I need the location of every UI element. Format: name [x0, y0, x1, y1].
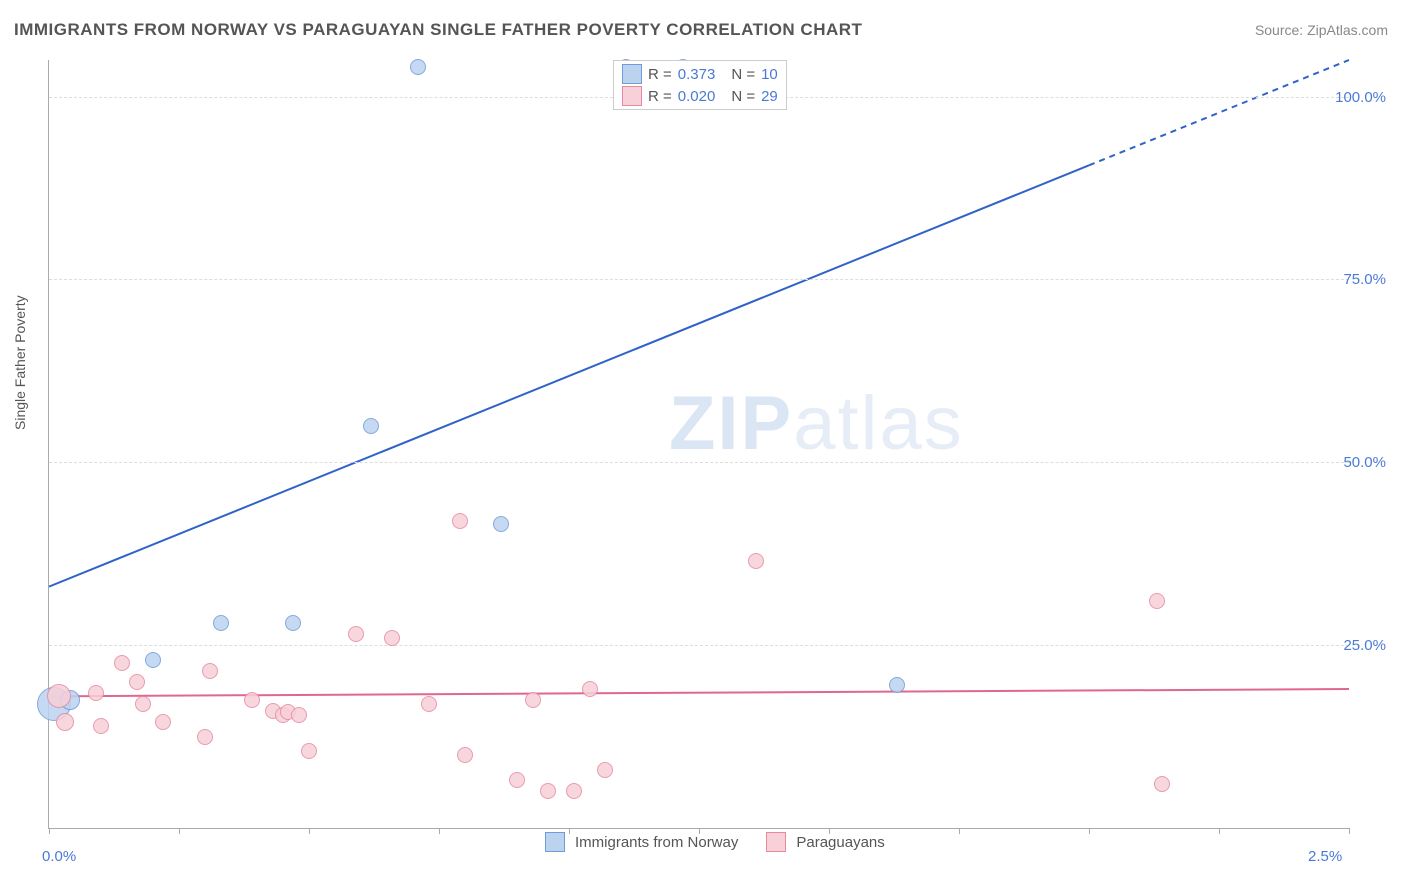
gridline — [49, 462, 1349, 463]
scatter-point — [566, 783, 582, 799]
gridline — [49, 645, 1349, 646]
gridline — [49, 279, 1349, 280]
x-tick — [309, 828, 310, 834]
scatter-point — [540, 783, 556, 799]
scatter-point — [348, 626, 364, 642]
x-tick — [1349, 828, 1350, 834]
scatter-point — [1154, 776, 1170, 792]
scatter-point — [452, 513, 468, 529]
y-tick-label: 25.0% — [1343, 637, 1386, 654]
legend-swatch — [545, 832, 565, 852]
x-tick — [959, 828, 960, 834]
scatter-point — [301, 743, 317, 759]
scatter-point — [525, 692, 541, 708]
legend-swatch — [622, 86, 642, 106]
y-tick-label: 50.0% — [1343, 454, 1386, 471]
trend-line — [49, 165, 1089, 586]
scatter-point — [93, 718, 109, 734]
legend-r-label: R = — [648, 66, 672, 83]
scatter-point — [244, 692, 260, 708]
legend-n-value: 10 — [761, 66, 778, 83]
legend-r-label: R = — [648, 88, 672, 105]
x-tick — [179, 828, 180, 834]
x-tick-label: 0.0% — [42, 848, 76, 865]
legend-series-name: Immigrants from Norway — [575, 834, 738, 851]
scatter-point — [509, 772, 525, 788]
scatter-point — [197, 729, 213, 745]
trend-line-extrapolated — [1089, 60, 1349, 165]
scatter-point — [135, 696, 151, 712]
legend-n-label: N = — [731, 66, 755, 83]
scatter-point — [889, 677, 905, 693]
y-axis-title: Single Father Poverty — [12, 295, 28, 430]
legend-n-value: 29 — [761, 88, 778, 105]
scatter-point — [202, 663, 218, 679]
scatter-point — [1149, 593, 1165, 609]
plot-area: ZIPatlas — [48, 60, 1349, 829]
y-tick-label: 75.0% — [1343, 271, 1386, 288]
x-tick — [439, 828, 440, 834]
scatter-point — [47, 684, 71, 708]
scatter-point — [410, 59, 426, 75]
scatter-point — [145, 652, 161, 668]
y-tick-label: 100.0% — [1335, 89, 1386, 106]
legend-swatch — [766, 832, 786, 852]
legend-series-name: Paraguayans — [796, 834, 884, 851]
scatter-point — [493, 516, 509, 532]
legend-row: R = 0.020 N = 29 — [622, 85, 778, 107]
source-attribution: Source: ZipAtlas.com — [1255, 22, 1388, 38]
x-tick — [1089, 828, 1090, 834]
legend-r-value: 0.373 — [678, 66, 716, 83]
scatter-point — [421, 696, 437, 712]
legend-n-label: N = — [731, 88, 755, 105]
scatter-point — [56, 713, 74, 731]
legend-r-value: 0.020 — [678, 88, 716, 105]
scatter-point — [363, 418, 379, 434]
scatter-point — [291, 707, 307, 723]
scatter-point — [88, 685, 104, 701]
legend-swatch — [622, 64, 642, 84]
scatter-point — [582, 681, 598, 697]
correlation-legend: R = 0.373 N = 10 R = 0.020 N = 29 — [613, 60, 787, 110]
trend-lines-layer — [49, 60, 1349, 828]
series-legend: Immigrants from Norway Paraguayans — [545, 832, 903, 852]
scatter-point — [748, 553, 764, 569]
scatter-point — [213, 615, 229, 631]
x-tick-label: 2.5% — [1308, 848, 1342, 865]
scatter-point — [129, 674, 145, 690]
scatter-point — [384, 630, 400, 646]
legend-row: R = 0.373 N = 10 — [622, 63, 778, 85]
scatter-point — [114, 655, 130, 671]
scatter-point — [155, 714, 171, 730]
scatter-point — [597, 762, 613, 778]
x-tick — [1219, 828, 1220, 834]
chart-title: IMMIGRANTS FROM NORWAY VS PARAGUAYAN SIN… — [14, 20, 862, 40]
scatter-point — [457, 747, 473, 763]
scatter-point — [285, 615, 301, 631]
x-tick — [49, 828, 50, 834]
